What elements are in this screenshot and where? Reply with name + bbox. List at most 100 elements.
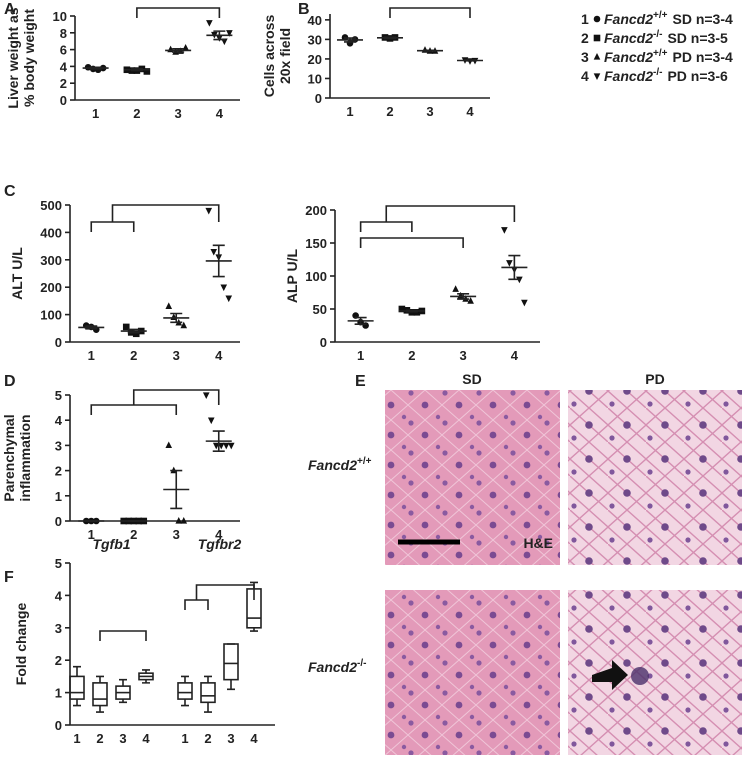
legend-text: PD n=3-4 xyxy=(672,49,733,65)
legend-genotype: +/+ xyxy=(653,10,668,21)
micrograph xyxy=(385,590,560,755)
x-tick-label: 2 xyxy=(130,527,137,542)
error-bar xyxy=(344,37,356,43)
y-tick-label: 50 xyxy=(313,302,327,317)
x-tick-label: 4 xyxy=(215,527,223,542)
y-axis-label: Fold change xyxy=(13,603,29,686)
error-bar xyxy=(354,316,367,325)
y-tick-label: 2 xyxy=(55,464,62,479)
point xyxy=(452,285,459,292)
y-axis-label: % body weight xyxy=(21,9,37,107)
point xyxy=(222,442,230,450)
error-bar xyxy=(213,30,226,41)
x-tick-label: 3 xyxy=(173,348,180,363)
y-tick-label: 40 xyxy=(308,13,322,28)
y-tick-label: 100 xyxy=(305,269,327,284)
y-axis-label: Liver weight as xyxy=(5,7,21,108)
point xyxy=(205,207,213,215)
error-bar xyxy=(212,244,225,278)
point xyxy=(398,305,406,313)
y-tick-label: 0 xyxy=(55,718,62,733)
point xyxy=(165,441,173,449)
group-title: Tgfbr2 xyxy=(198,536,242,552)
y-tick-label: 500 xyxy=(40,198,62,213)
micrographs xyxy=(385,390,742,755)
legend-number: 3 xyxy=(581,49,589,65)
row-gene: Fancd2 xyxy=(308,457,357,473)
point xyxy=(122,323,130,331)
significance-bracket xyxy=(99,630,147,641)
point xyxy=(501,227,508,234)
whisker xyxy=(142,669,150,684)
column-label: SD xyxy=(462,371,481,387)
box xyxy=(223,643,239,681)
panel-letter: C xyxy=(4,183,16,200)
error-bar xyxy=(405,309,418,313)
x-tick-label: 3 xyxy=(227,731,234,746)
point xyxy=(175,517,183,524)
y-tick-label: 0 xyxy=(320,335,327,350)
stain-label: H&E xyxy=(523,535,553,551)
point xyxy=(217,442,225,450)
x-tick-label: 3 xyxy=(175,106,182,121)
significance-bracket xyxy=(90,221,135,232)
error-bar xyxy=(127,328,140,334)
panel-letter: D xyxy=(4,373,16,390)
x-tick-label: 1 xyxy=(88,527,95,542)
box xyxy=(177,682,193,700)
y-tick-label: 0 xyxy=(315,91,322,106)
panel-letter: A xyxy=(4,1,16,18)
x-tick-label: 4 xyxy=(511,348,519,363)
significance-bracket xyxy=(389,7,471,18)
y-tick-label: 0 xyxy=(55,335,62,350)
x-tick-label: 2 xyxy=(408,348,415,363)
point xyxy=(225,295,233,303)
x-tick-label: 1 xyxy=(181,731,188,746)
error-bar xyxy=(172,47,185,53)
y-tick-label: 10 xyxy=(308,71,322,86)
x-tick-label: 2 xyxy=(133,106,140,121)
y-tick-label: 4 xyxy=(55,588,63,603)
point xyxy=(593,73,601,80)
x-tick-label: 3 xyxy=(173,527,180,542)
whisker xyxy=(204,675,212,713)
y-tick-label: 4 xyxy=(60,59,68,74)
panel-letter: F xyxy=(4,569,14,586)
x-tick-label: 3 xyxy=(460,348,467,363)
arrow xyxy=(592,660,628,690)
error-bar xyxy=(170,469,183,510)
legend-genotype: +/+ xyxy=(653,48,668,59)
y-tick-label: 4 xyxy=(55,413,63,428)
legend-label: Fancd2-/- PD n=3-6 xyxy=(604,67,728,84)
y-tick-label: 6 xyxy=(60,43,67,58)
x-tick-label: 2 xyxy=(386,104,393,119)
x-tick-label: 1 xyxy=(88,348,95,363)
point xyxy=(227,442,235,450)
point xyxy=(207,417,215,425)
row-genotype: +/+ xyxy=(357,456,372,467)
micrograph xyxy=(385,390,560,565)
point xyxy=(593,15,601,23)
error-bar xyxy=(212,430,225,452)
whisker xyxy=(73,665,81,707)
x-tick-label: 1 xyxy=(92,106,99,121)
error-bar xyxy=(85,325,98,330)
point xyxy=(521,299,528,307)
y-tick-label: 1 xyxy=(55,489,62,504)
x-tick-label: 1 xyxy=(73,731,80,746)
box xyxy=(200,682,216,704)
row-genotype: -/- xyxy=(357,658,366,669)
panel-letter: B xyxy=(298,1,310,18)
whisker xyxy=(227,643,235,691)
legend-gene: Fancd2 xyxy=(604,11,653,27)
y-tick-label: 100 xyxy=(40,308,62,323)
x-tick-label: 4 xyxy=(215,348,223,363)
legend-gene: Fancd2 xyxy=(604,68,653,84)
legend-number: 2 xyxy=(581,30,589,46)
point xyxy=(210,248,218,256)
error-bar xyxy=(89,66,102,70)
x-tick-label: 3 xyxy=(119,731,126,746)
legend-genotype: -/- xyxy=(653,29,662,40)
error-bar xyxy=(384,36,396,40)
significance-bracket xyxy=(90,404,178,415)
